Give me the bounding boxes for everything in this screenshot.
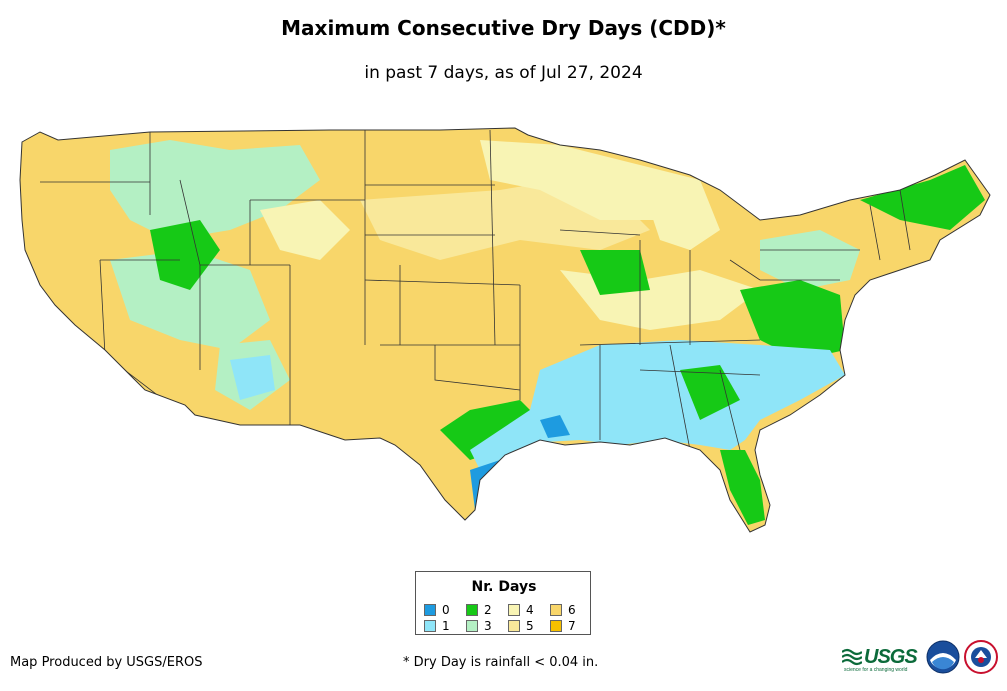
legend-label: 6 <box>568 603 576 617</box>
map-credit: Map Produced by USGS/EROS <box>10 655 203 670</box>
legend-label: 1 <box>442 619 450 633</box>
zone-mid-atlantic-2 <box>740 280 845 360</box>
legend-item-0: 0 <box>424 602 466 618</box>
usgs-wordmark: USGS <box>864 645 918 668</box>
noaa-logo-icon <box>926 640 960 674</box>
zone-georgia-2 <box>680 365 740 420</box>
legend-swatch <box>508 620 520 632</box>
agency-logos: USGS science for a changing world <box>842 638 1002 678</box>
zone-michigan-4 <box>620 165 720 250</box>
nws-logo-icon <box>964 640 998 674</box>
zone-iowa-2 <box>580 250 650 295</box>
map-subtitle: in past 7 days, as of Jul 27, 2024 <box>364 63 643 83</box>
legend-swatch <box>466 604 478 616</box>
usgs-tagline: science for a changing world <box>844 667 908 673</box>
map-title: Maximum Consecutive Dry Days (CDD)* <box>281 16 726 40</box>
legend-item-1: 1 <box>424 618 466 634</box>
zone-appalachia-3 <box>760 230 860 290</box>
legend-item-2: 2 <box>466 602 508 618</box>
legend-swatch <box>550 604 562 616</box>
zone-arizona-1 <box>230 355 275 400</box>
legend-label: 2 <box>484 603 492 617</box>
legend-grid: 0 2 4 6 1 3 5 7 <box>424 602 586 634</box>
zone-wyoming-4 <box>260 200 350 260</box>
usgs-waves-icon <box>842 648 862 666</box>
legend-swatch <box>466 620 478 632</box>
legend-label: 0 <box>442 603 450 617</box>
legend-item-7: 7 <box>550 618 592 634</box>
legend: Nr. Days 0 2 4 6 1 3 5 7 <box>415 571 591 635</box>
legend-swatch <box>550 620 562 632</box>
legend-label: 7 <box>568 619 576 633</box>
zone-louisiana-0 <box>540 415 570 438</box>
dry-day-footnote: * Dry Day is rainfall < 0.04 in. <box>403 655 599 670</box>
zone-nevada-2 <box>150 220 220 290</box>
zone-texas-coast-2 <box>440 400 540 460</box>
usgs-logo: USGS <box>842 644 918 670</box>
legend-swatch <box>424 604 436 616</box>
zone-great-basin-3 <box>110 250 270 350</box>
legend-label: 4 <box>526 603 534 617</box>
legend-title: Nr. Days <box>471 579 537 595</box>
legend-swatch <box>508 604 520 616</box>
legend-label: 3 <box>484 619 492 633</box>
state-boundaries <box>40 129 911 451</box>
us-map <box>0 120 1007 550</box>
us-map-svg <box>19 127 991 533</box>
legend-item-6: 6 <box>550 602 592 618</box>
zone-new-england-2 <box>860 165 985 230</box>
zone-southeast-1 <box>470 340 845 470</box>
legend-item-3: 3 <box>466 618 508 634</box>
zone-florida-2 <box>720 450 765 525</box>
legend-item-5: 5 <box>508 618 550 634</box>
legend-swatch <box>424 620 436 632</box>
legend-item-4: 4 <box>508 602 550 618</box>
legend-label: 5 <box>526 619 534 633</box>
dry-day-zones <box>110 140 985 525</box>
